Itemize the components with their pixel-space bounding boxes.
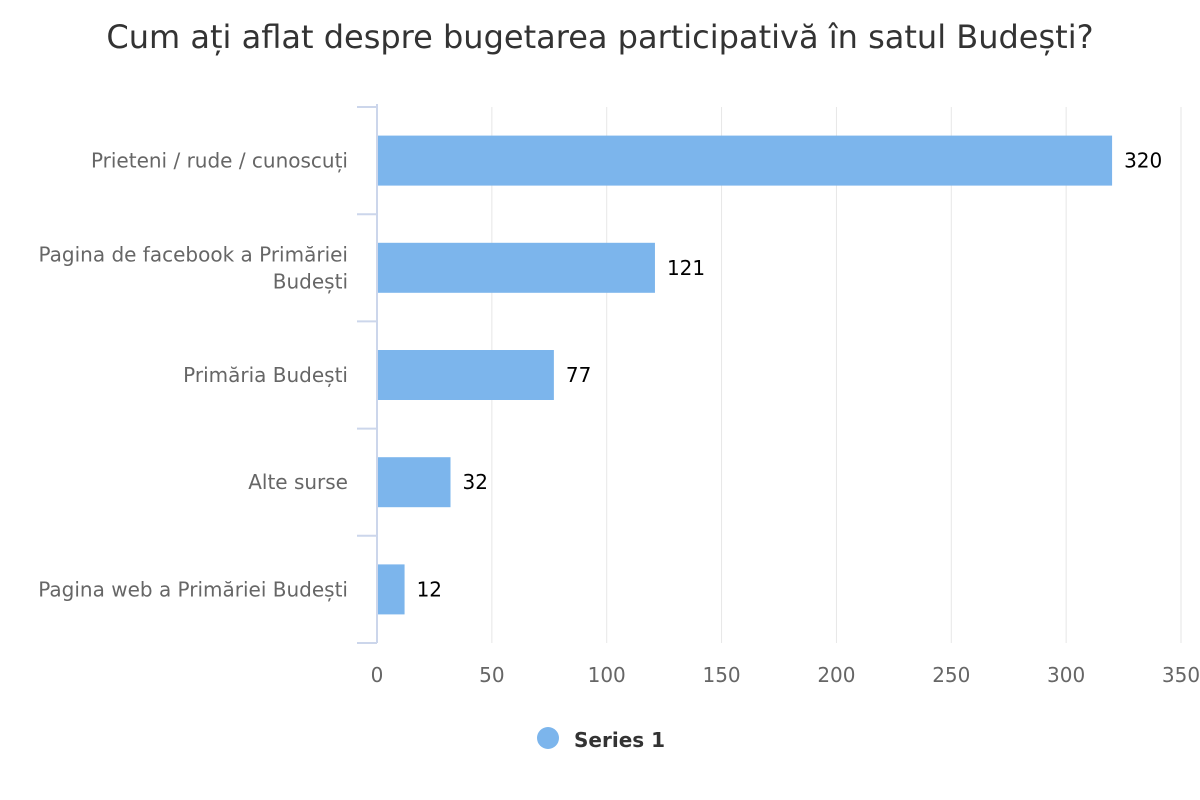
x-tick-label: 50 (479, 663, 504, 687)
x-tick-label: 0 (371, 663, 384, 687)
legend-marker[interactable] (537, 727, 559, 749)
data-label: 320 (1124, 149, 1162, 173)
legend-label-series-1[interactable]: Series 1 (574, 728, 665, 752)
category-label: Pagina web a Primăriei Budești (38, 577, 348, 601)
legend[interactable]: Series 1 (537, 727, 665, 752)
category-axis (357, 104, 378, 644)
bar[interactable] (378, 457, 451, 508)
chart-title: Cum ați aflat despre bugetarea participa… (106, 18, 1093, 56)
gridlines (491, 107, 1182, 643)
data-label: 121 (667, 256, 705, 280)
bar[interactable] (378, 135, 1113, 186)
data-label: 12 (417, 577, 442, 601)
x-tick-label: 250 (932, 663, 970, 687)
bars (378, 135, 1113, 615)
bar[interactable] (378, 242, 655, 293)
data-labels: 320 121 77 32 12 (415, 147, 1165, 604)
category-label: Primăria Budești (183, 363, 348, 387)
category-label: Alte surse (248, 470, 348, 494)
x-tick-label: 100 (588, 663, 626, 687)
bar[interactable] (378, 350, 554, 400)
value-axis-ticks: 0 50 100 150 200 250 300 350 (371, 663, 1200, 687)
category-label: Pagina de facebook a Primăriei Budești (38, 242, 348, 293)
bar[interactable] (378, 564, 405, 615)
x-tick-label: 350 (1162, 663, 1200, 687)
x-tick-label: 200 (817, 663, 855, 687)
x-tick-label: 300 (1047, 663, 1085, 687)
x-tick-label: 150 (702, 663, 740, 687)
data-label: 32 (463, 470, 488, 494)
data-label: 77 (566, 363, 591, 387)
category-label: Prieteni / rude / cunoscuți (91, 149, 348, 173)
category-labels: Prieteni / rude / cunoscuți Pagina de fac… (38, 149, 348, 602)
